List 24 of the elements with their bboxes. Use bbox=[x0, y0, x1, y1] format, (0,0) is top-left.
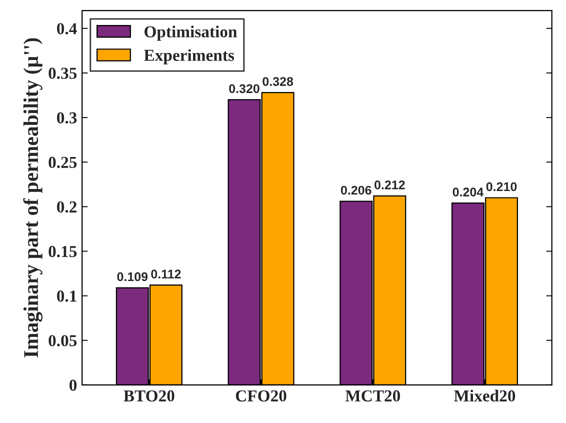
y-tick-label: 0.35 bbox=[48, 68, 77, 79]
data-label: 0.328 bbox=[262, 77, 294, 86]
legend-label: Optimisation bbox=[144, 26, 238, 41]
data-label: 0.109 bbox=[117, 272, 148, 282]
y-tick-label: 0.15 bbox=[48, 246, 77, 258]
data-label: 0.320 bbox=[229, 84, 260, 94]
x-tick-label: CFO20 bbox=[236, 390, 286, 402]
data-label: 0.212 bbox=[374, 180, 405, 190]
y-tick-label: 0.25 bbox=[48, 156, 77, 168]
x-tick-label: BTO20 bbox=[124, 390, 174, 402]
x-tick-label: Mixed20 bbox=[454, 390, 516, 402]
y-tick-label: 0.1 bbox=[57, 290, 76, 302]
x-tick-label: MCT20 bbox=[345, 390, 400, 402]
data-label: 0.210 bbox=[486, 182, 517, 192]
y-tick-label: 0.3 bbox=[57, 112, 77, 124]
y-tick-label: 0.05 bbox=[48, 335, 77, 346]
data-label: 0.112 bbox=[151, 270, 181, 278]
data-label: 0.204 bbox=[452, 188, 484, 196]
legend-label: Experiments bbox=[144, 49, 234, 64]
y-tick-label: 0.2 bbox=[57, 201, 76, 213]
data-label: 0.206 bbox=[340, 186, 372, 195]
y-tick-label: 0 bbox=[70, 380, 77, 391]
y-tick-label: 0.4 bbox=[57, 23, 77, 34]
y-axis-title: Imaginary part of permeability (μ'') bbox=[23, 38, 42, 358]
